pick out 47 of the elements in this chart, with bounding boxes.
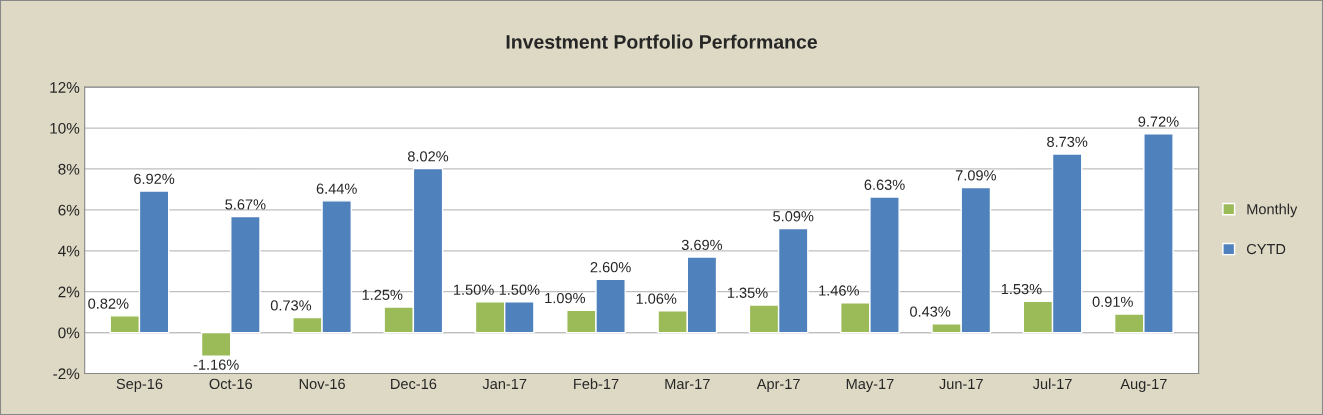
data-label: 1.25% xyxy=(362,289,403,300)
y-tick-label: -2% xyxy=(53,368,80,380)
x-tick-label: Oct-16 xyxy=(209,378,253,390)
x-tick-label: Feb-17 xyxy=(574,378,619,390)
data-label: -1.16% xyxy=(193,359,239,370)
x-tick-label: Nov-16 xyxy=(299,378,345,390)
x-tick-label: Dec-16 xyxy=(391,378,437,390)
y-tick-label: 10% xyxy=(50,122,80,134)
legend-label: CYTD xyxy=(1246,243,1286,255)
data-label: 6.92% xyxy=(134,173,175,185)
x-tick-label: May-17 xyxy=(846,378,894,392)
data-label: 3.69% xyxy=(681,239,723,251)
x-tick-label: Sep-16 xyxy=(116,378,163,392)
y-tick-label: 0% xyxy=(58,327,80,339)
y-tick-label: 4% xyxy=(58,245,80,257)
x-tick-label: Aug-17 xyxy=(1120,378,1167,392)
data-label: 0.73% xyxy=(270,300,312,311)
x-tick-label: Mar-17 xyxy=(665,378,710,390)
y-tick-label: 12% xyxy=(50,82,80,93)
x-tick-label: Jul-17 xyxy=(1032,378,1072,390)
data-label: 1.50% xyxy=(499,284,540,295)
data-label: 8.02% xyxy=(407,151,449,162)
data-label: 1.46% xyxy=(819,285,859,296)
data-label: 6.44% xyxy=(316,183,357,194)
legend-label: Monthly xyxy=(1247,203,1298,218)
data-label: 1.50% xyxy=(454,284,494,295)
data-label: 2.60% xyxy=(590,262,631,273)
data-label: 1.35% xyxy=(727,287,768,298)
data-label: 1.09% xyxy=(545,292,586,304)
data-label: 0.82% xyxy=(88,298,129,309)
data-label: 7.09% xyxy=(955,170,996,181)
data-label: 0.43% xyxy=(910,306,951,317)
y-tick-label: 8% xyxy=(58,163,80,175)
data-label: 8.73% xyxy=(1047,136,1088,147)
y-tick-label: 2% xyxy=(58,286,80,298)
data-label: 6.63% xyxy=(864,179,905,190)
x-tick-label: Jan-17 xyxy=(482,378,527,390)
data-label: 0.91% xyxy=(1092,296,1133,307)
data-label: 1.06% xyxy=(636,293,677,304)
data-label: 5.67% xyxy=(225,199,266,210)
data-label: 5.09% xyxy=(773,211,814,222)
data-label: 1.53% xyxy=(1001,283,1042,295)
x-tick-label: Jun-17 xyxy=(939,378,983,390)
chart-title: Investment Portfolio Performance xyxy=(506,34,817,49)
y-tick-label: 6% xyxy=(58,204,80,216)
data-label: 9.72% xyxy=(1138,116,1179,127)
x-tick-label: Apr-17 xyxy=(756,378,800,392)
